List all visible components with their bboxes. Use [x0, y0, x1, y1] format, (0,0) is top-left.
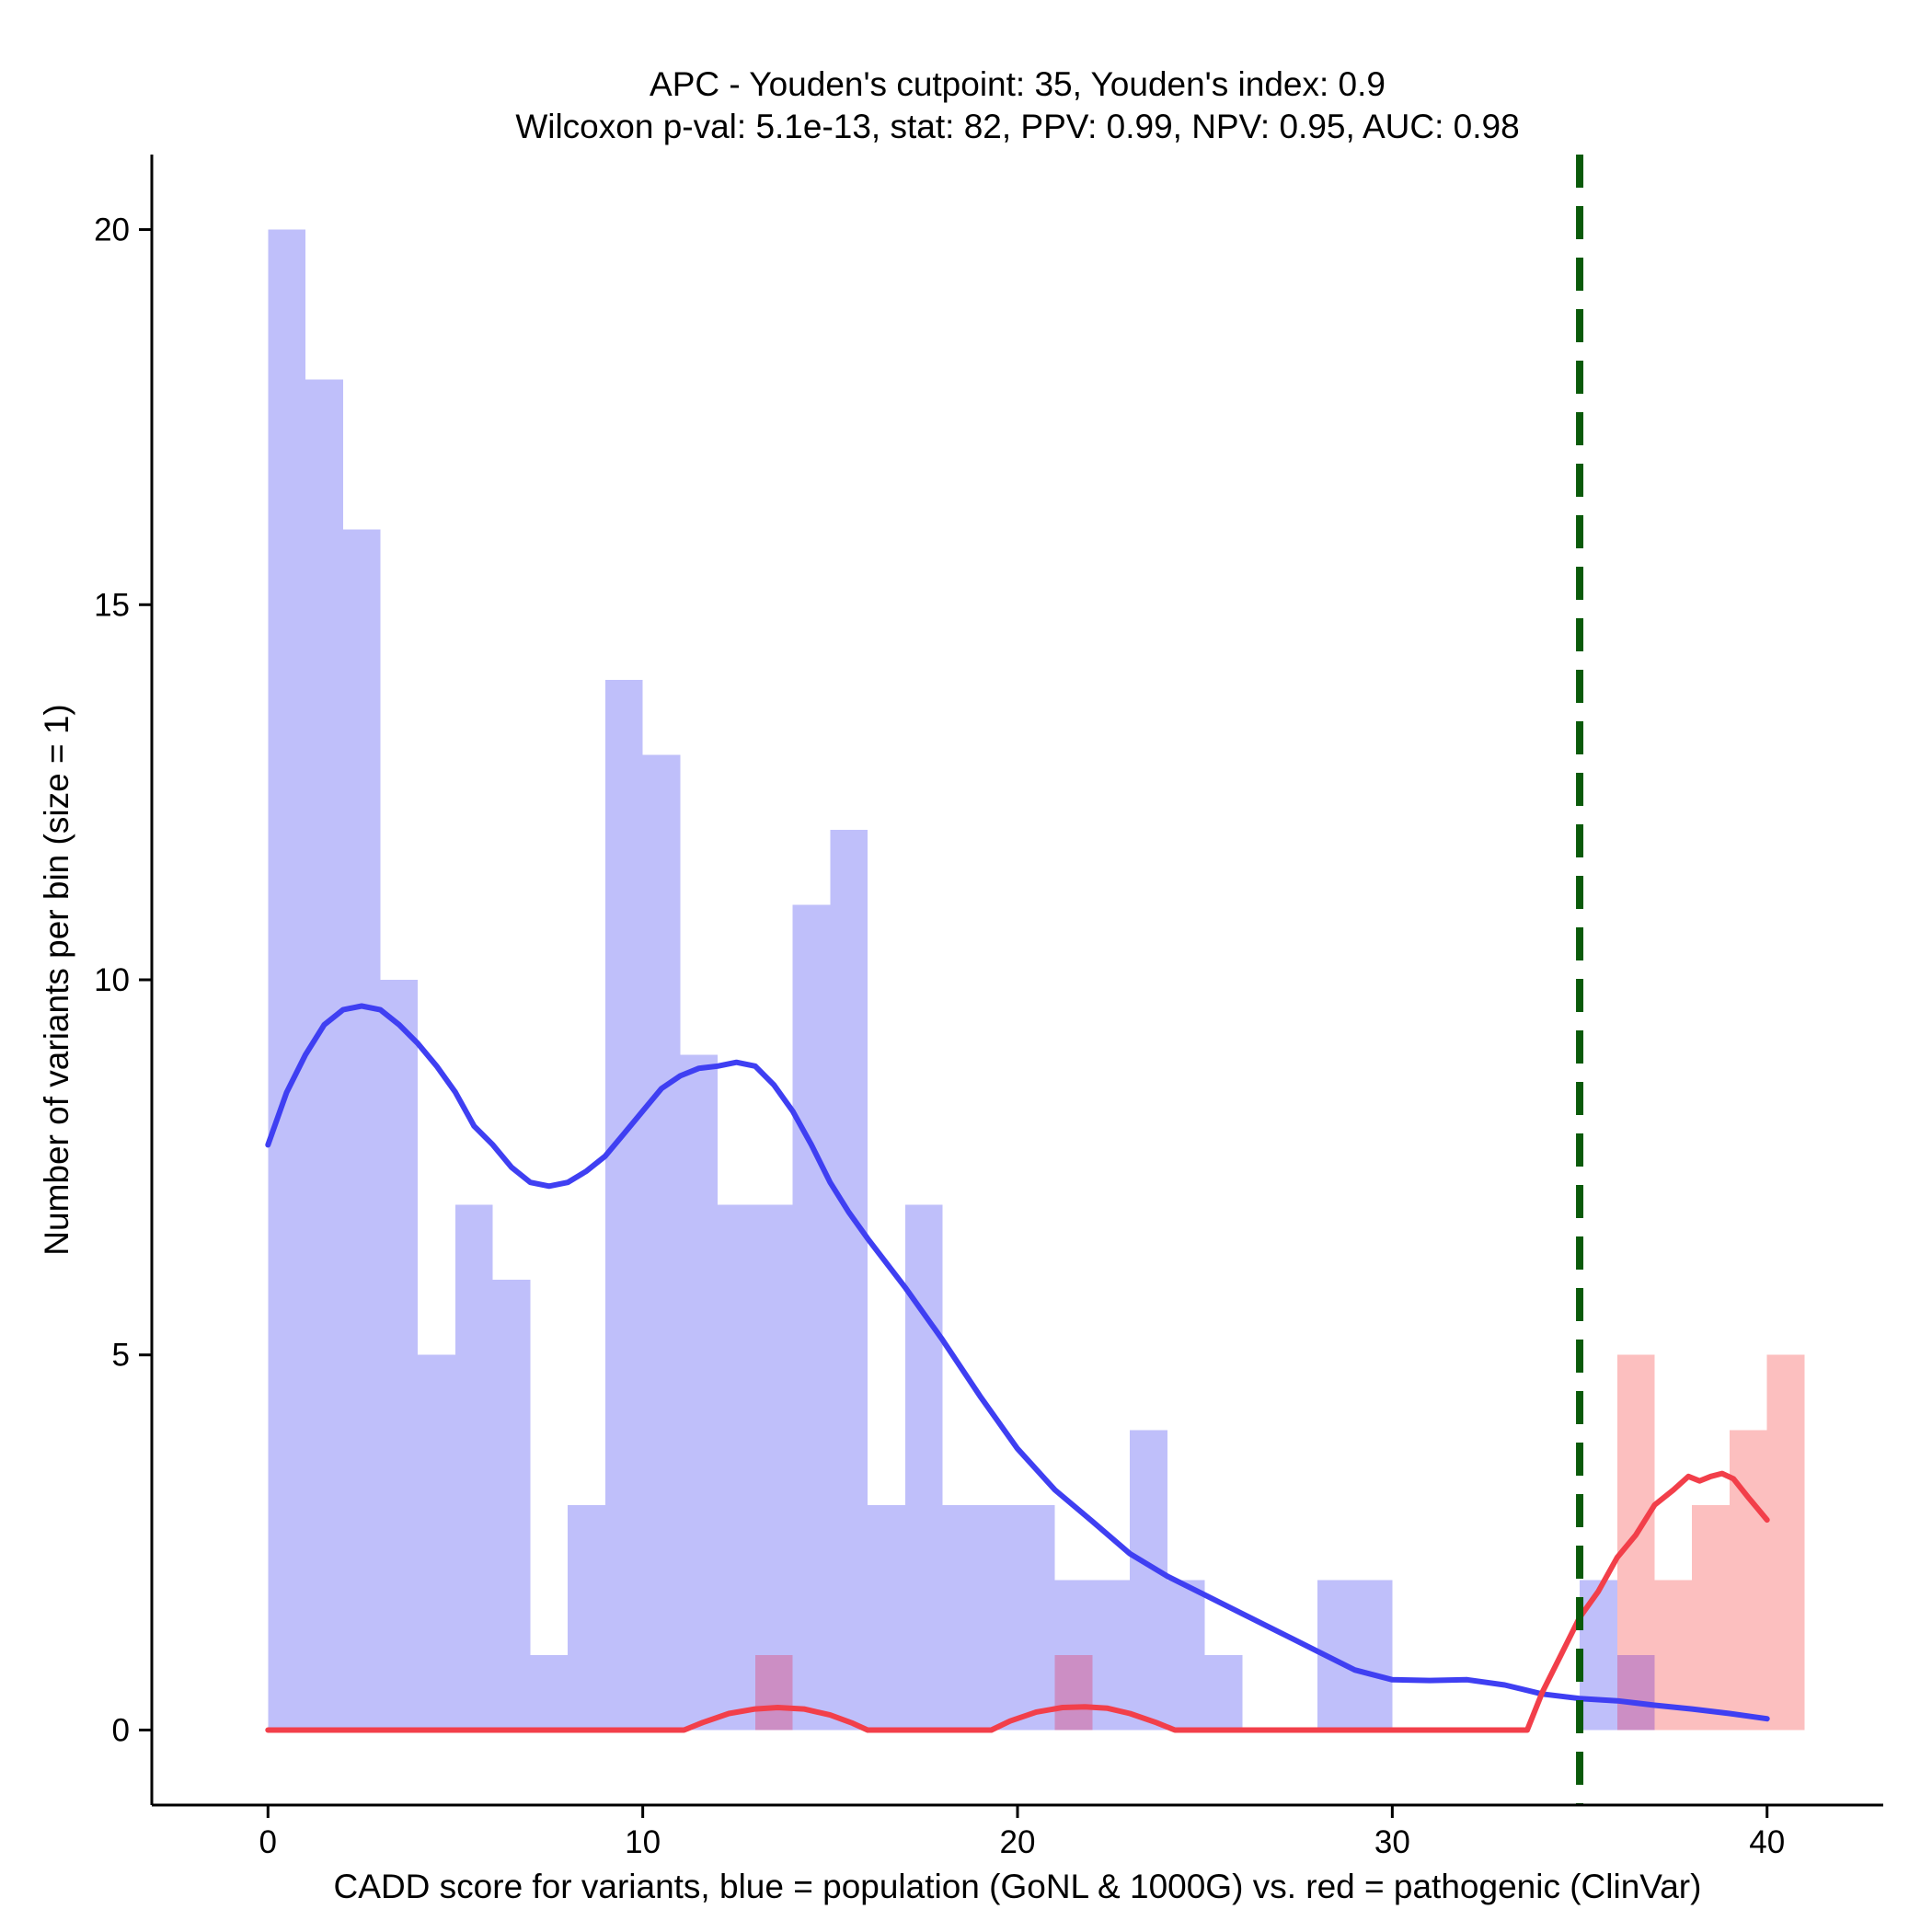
x-tick-label: 0: [259, 1824, 277, 1860]
population-bar: [680, 1054, 719, 1731]
population-bar: [568, 1504, 605, 1731]
population-bar: [604, 679, 643, 1731]
population-bar: [1580, 1580, 1617, 1731]
x-tick-label: 10: [625, 1824, 661, 1860]
x-ticks: 0 10 20 30 40: [259, 1805, 1785, 1860]
population-bar: [418, 1354, 455, 1731]
chart-subtitle: Wilcoxon p-val: 5.1e-13, stat: 82, PPV: …: [515, 108, 1519, 145]
population-bar: [1167, 1580, 1205, 1731]
population-bar: [1018, 1504, 1055, 1731]
population-bar: [718, 1204, 755, 1731]
overlap-bar: [1616, 1654, 1655, 1731]
pathogenic-bar: [1766, 1354, 1805, 1731]
density-curves: [265, 1003, 1770, 1733]
y-tick-label: 10: [94, 962, 130, 998]
histogram-bars: [268, 229, 1805, 1731]
population-bar: [904, 1204, 943, 1731]
population-bar: [642, 754, 681, 1731]
overlap-bar: [1054, 1654, 1093, 1731]
population-bar: [454, 1204, 493, 1731]
population-bar: [492, 1280, 531, 1731]
population-bar: [942, 1504, 981, 1731]
population-bar: [792, 904, 831, 1731]
overlap-bar: [754, 1654, 793, 1731]
pathogenic-density-curve: [265, 1470, 1770, 1733]
pathogenic-bar: [1692, 1504, 1730, 1731]
y-axis-title: Number of variants per bin (size = 1): [38, 704, 75, 1255]
population-bar: [380, 980, 419, 1731]
population-bar: [530, 1654, 569, 1731]
y-ticks: 0 5 10 15 20: [94, 213, 152, 1748]
population-bar: [980, 1504, 1018, 1731]
y-tick-label: 5: [112, 1338, 130, 1374]
population-bar: [754, 1204, 793, 1731]
population-bar: [305, 379, 343, 1731]
x-tick-label: 20: [1000, 1824, 1036, 1860]
x-axis-title: CADD score for variants, blue = populati…: [334, 1868, 1702, 1905]
population-bar: [830, 829, 868, 1731]
x-tick-label: 40: [1749, 1824, 1785, 1860]
population-bar: [1354, 1580, 1393, 1731]
population-bar: [1204, 1654, 1243, 1731]
population-bar: [868, 1504, 905, 1731]
x-tick-label: 30: [1374, 1824, 1410, 1860]
pathogenic-bar: [1729, 1430, 1767, 1731]
chart-title: APC - Youden's cutpoint: 35, Youden's in…: [650, 65, 1386, 103]
population-density-curve: [265, 1003, 1770, 1722]
y-tick-label: 15: [94, 587, 130, 623]
y-tick-label: 20: [94, 213, 130, 248]
population-bar: [342, 529, 381, 1731]
population-bar: [268, 229, 306, 1731]
population-bar: [1130, 1430, 1167, 1731]
y-tick-label: 0: [112, 1712, 130, 1748]
